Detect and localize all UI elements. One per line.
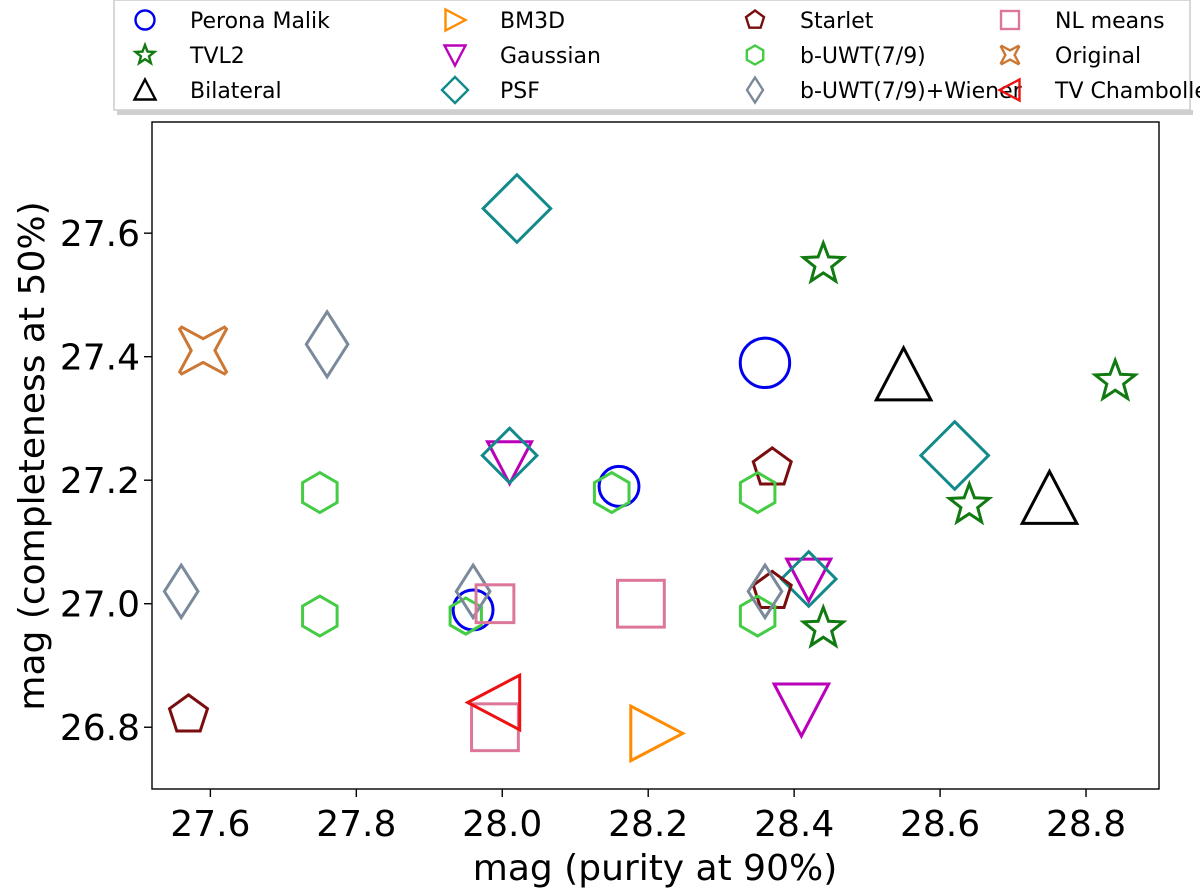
point-gaussian <box>784 557 834 605</box>
legend-label: TVL2 <box>189 44 245 69</box>
point-psf <box>480 426 540 485</box>
point-b-uwt-7-9-wiener <box>162 562 200 621</box>
x-axis-ticks: 27.6 27.8 28.0 28.2 28.4 28.6 28.8 <box>170 789 1126 845</box>
point-nl-means <box>470 702 520 753</box>
legend-marker-bilateral <box>132 76 158 101</box>
point-psf <box>918 419 991 492</box>
y-axis-ticks: 26.8 27.0 27.2 27.4 27.6 <box>60 214 152 749</box>
point-gaussian <box>771 682 832 740</box>
point-bilateral <box>1019 468 1080 525</box>
legend-label: PSF <box>500 79 540 104</box>
plot-area <box>151 121 1160 790</box>
legend-marker-tvl2 <box>132 41 158 66</box>
x-axis-label: mag (purity at 90%) <box>473 848 837 889</box>
legend-marker-tv-chambolle <box>996 77 1021 103</box>
point-b-uwt-7-9-wiener <box>304 309 350 380</box>
y-tick-label: 27.6 <box>60 214 140 255</box>
point-bilateral <box>873 344 934 402</box>
point-starlet <box>167 693 210 733</box>
legend: Perona Malik TVL2 Bilateral BM3D Gaussian PSF… <box>113 0 1200 115</box>
point-b-uwt-7-9-wiener <box>746 562 784 621</box>
legend-label: b-UWT(7/9) <box>800 44 926 69</box>
legend-shadow <box>117 110 1193 115</box>
legend-box <box>113 0 1191 111</box>
point-tvl2 <box>1091 356 1140 402</box>
point-nl-means <box>474 583 516 625</box>
legend-label: Perona Malik <box>190 9 330 34</box>
point-nl-means <box>616 578 666 629</box>
point-b-uwt-7-9- <box>738 594 777 638</box>
point-perona-malik <box>738 336 792 390</box>
x-tick-label: 28.2 <box>608 804 688 845</box>
point-tvl2 <box>799 238 848 285</box>
legend-marker-starlet <box>744 9 766 29</box>
legend-label: Starlet <box>800 9 874 34</box>
y-axis-label: mag (completeness at 50%) <box>12 201 53 710</box>
y-tick-label: 27.4 <box>60 338 140 379</box>
legend-label: Gaussian <box>500 44 601 69</box>
point-original <box>177 325 229 376</box>
point-psf <box>480 172 553 245</box>
x-tick-label: 27.8 <box>316 804 396 845</box>
legend-marker-nl-means <box>999 9 1021 31</box>
legend-marker-gaussian <box>442 44 468 69</box>
legend-label: Bilateral <box>190 79 282 104</box>
point-perona-malik <box>597 464 641 508</box>
x-tick-label: 28.6 <box>900 804 980 845</box>
point-tvl2 <box>799 603 848 649</box>
point-tvl2 <box>945 479 994 526</box>
point-b-uwt-7-9- <box>301 594 339 638</box>
legend-label: NL means <box>1055 9 1165 34</box>
x-tick-label: 27.6 <box>170 804 250 845</box>
point-b-uwt-7-9-wiener <box>454 562 492 621</box>
legend-marker-bm3d <box>444 7 469 33</box>
x-tick-label: 28.0 <box>462 804 542 845</box>
data-points <box>162 172 1140 764</box>
legend-label: TV Chambolle <box>1054 79 1200 104</box>
point-b-uwt-7-9- <box>301 470 339 515</box>
legend-marker-b-uwt-7-9- <box>745 44 765 66</box>
point-gaussian <box>485 440 535 487</box>
y-tick-label: 26.8 <box>60 708 140 749</box>
x-tick-label: 28.8 <box>1046 804 1126 845</box>
point-bm3d <box>629 703 687 764</box>
point-starlet <box>751 446 793 486</box>
legend-label: b-UWT(7/9)+Wiener <box>800 79 1023 104</box>
point-b-uwt-7-9- <box>592 470 631 515</box>
legend-marker-perona-malik <box>134 9 156 31</box>
point-b-uwt-7-9- <box>738 470 777 515</box>
x-tick-label: 28.4 <box>754 804 834 845</box>
point-tv-chambolle <box>464 672 522 733</box>
legend-marker-b-uwt-7-9-wiener <box>745 75 765 105</box>
legend-marker-psf <box>440 75 470 105</box>
y-tick-label: 27.2 <box>60 461 140 502</box>
y-tick-label: 27.0 <box>60 585 140 626</box>
legend-marker-original <box>999 44 1021 66</box>
legend-label: BM3D <box>500 9 565 34</box>
point-psf <box>779 549 839 609</box>
legend-label: Original <box>1055 44 1141 69</box>
